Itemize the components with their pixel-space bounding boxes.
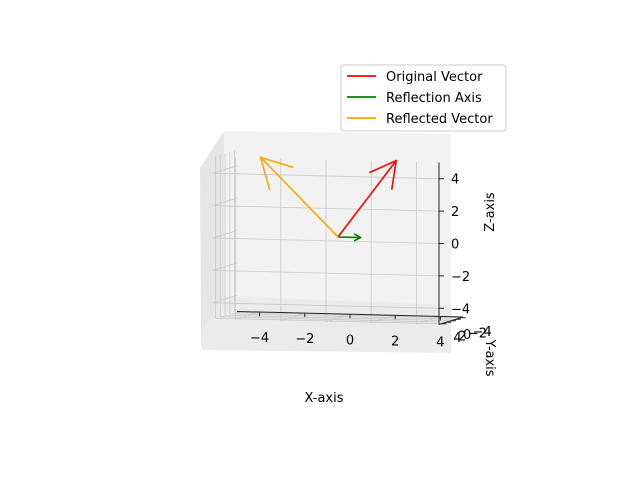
grid-line — [224, 314, 452, 322]
legend-label: Reflected Vector — [386, 112, 493, 127]
legend-label: Original Vector — [386, 70, 483, 85]
reflected-vector-arrow — [259, 156, 339, 238]
z-tick-label: −2 — [451, 270, 470, 285]
reflected-vector-shaft — [259, 156, 339, 238]
z-tick-label: −4 — [451, 302, 470, 317]
grid-line — [234, 311, 461, 319]
reflection-axis-head — [353, 236, 362, 242]
grid-line — [212, 262, 238, 271]
y-tick-label: −4 — [473, 325, 492, 340]
original-vector-head — [369, 159, 398, 174]
reflection-axis-head — [353, 233, 362, 239]
reflection-axis-arrow — [337, 233, 362, 242]
grid-line — [212, 294, 238, 304]
grid-lines — [212, 150, 461, 325]
grid-line — [212, 230, 238, 239]
x-axis-label: X-axis — [305, 391, 344, 406]
vector-arrows — [259, 156, 398, 242]
z-axis-label: Z-axis — [483, 192, 498, 232]
grid-line — [212, 165, 238, 174]
y-axis-label: Y-axis — [482, 338, 497, 376]
back-pane — [224, 131, 451, 305]
reflection-axis-shaft — [337, 236, 362, 239]
x-tick-label: −4 — [250, 331, 269, 346]
z-tick-label: 0 — [451, 238, 459, 253]
grid-line — [212, 237, 440, 244]
legend-label: Reflection Axis — [386, 91, 482, 106]
floor-pane — [201, 296, 451, 353]
grid-line — [212, 172, 440, 180]
grid-line — [229, 313, 456, 320]
grid-line — [212, 270, 440, 277]
grid-line — [215, 317, 442, 325]
x-tick-label: 0 — [346, 333, 354, 348]
y-tick-label: −2 — [468, 326, 487, 341]
grid-line — [212, 205, 440, 212]
original-vector-arrow — [337, 159, 398, 238]
y-tick-label: 2 — [458, 329, 466, 344]
side-pane — [200, 131, 224, 334]
grid-line — [220, 316, 447, 323]
reflected-vector-head — [259, 156, 294, 168]
legend: Original Vector Reflection Axis Reflected … — [340, 64, 507, 132]
original-vector-shaft — [337, 159, 398, 238]
grid-line — [212, 197, 238, 206]
x-tick-label: 2 — [391, 334, 399, 349]
grid-line — [212, 302, 440, 309]
legend-frame — [340, 64, 507, 132]
original-vector-head — [391, 159, 398, 190]
x-tick-label: 4 — [436, 335, 444, 350]
y-tick-label: 0 — [463, 328, 471, 343]
reflected-vector-head — [259, 156, 271, 191]
z-tick-label: 2 — [451, 205, 459, 220]
z-tick-label: 4 — [451, 173, 459, 188]
y-tick-label: 4 — [453, 331, 461, 346]
x-tick-label: −2 — [295, 332, 314, 347]
